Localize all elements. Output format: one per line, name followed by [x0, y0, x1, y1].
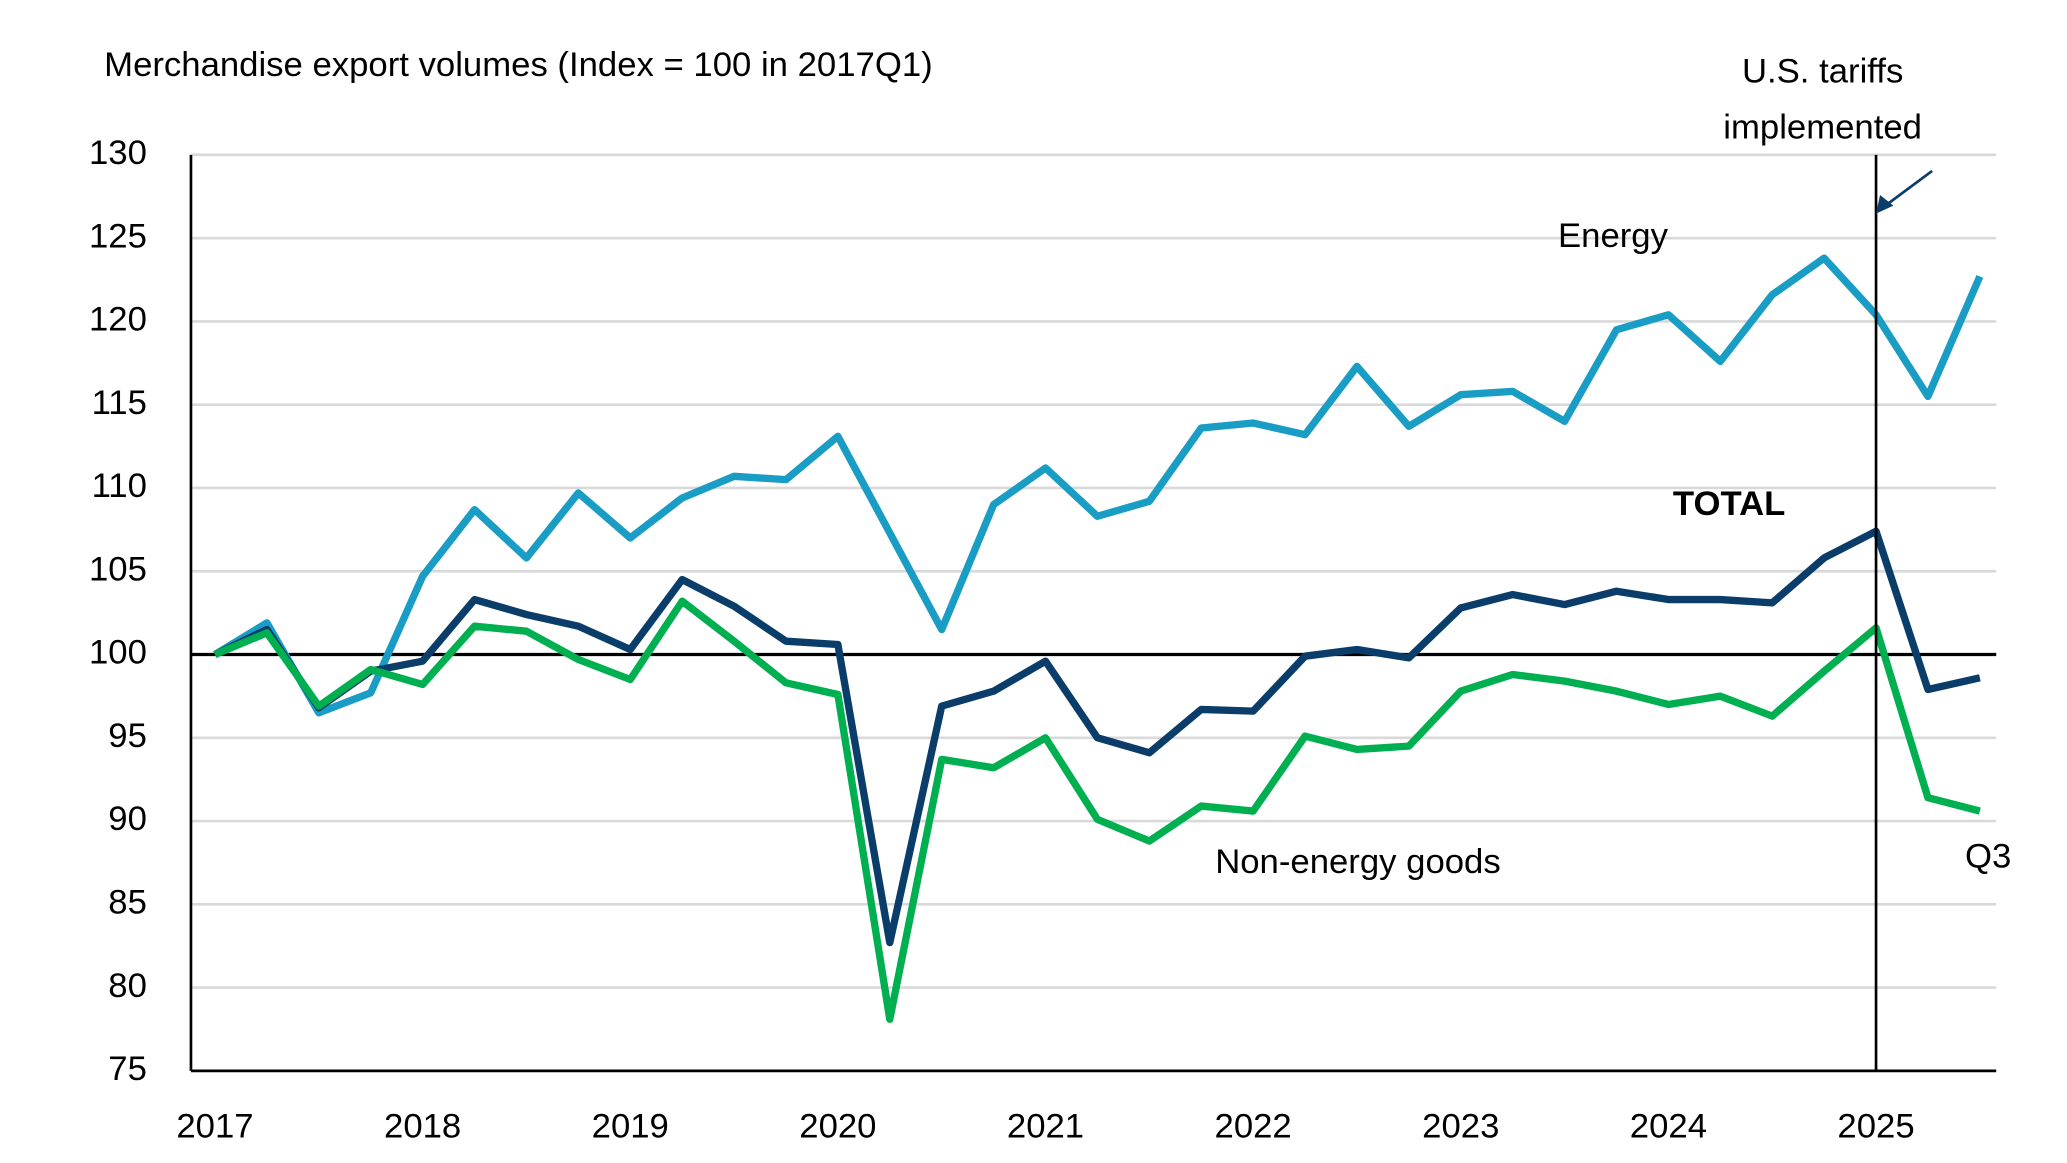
x-tick-label: 2025 — [1837, 1107, 1914, 1145]
y-tick-label: 80 — [108, 967, 147, 1005]
annotation: Q3 — [1965, 838, 2011, 876]
y-tick-label: 100 — [89, 634, 147, 672]
y-tick-label: 130 — [89, 134, 147, 172]
y-tick-label: 110 — [92, 467, 147, 505]
series-label: Non-energy goods — [1215, 843, 1501, 881]
series-label: Energy — [1558, 217, 1669, 255]
series-line — [213, 254, 1984, 717]
x-tick-label: 2024 — [1630, 1107, 1707, 1145]
series-line — [213, 527, 1981, 947]
y-tick-label: 105 — [89, 550, 147, 588]
x-tick-label: 2023 — [1422, 1107, 1499, 1145]
x-tick-label: 2022 — [1215, 1107, 1292, 1145]
x-tick-label: 2017 — [176, 1107, 253, 1145]
annotation: U.S. tariffs — [1742, 53, 1903, 91]
y-tick-label: 90 — [108, 800, 147, 838]
series-line — [213, 597, 1981, 1023]
series-label: TOTAL — [1673, 485, 1785, 523]
y-tick-label: 85 — [108, 883, 147, 921]
arrow-head — [1876, 194, 1894, 214]
annotation-arrow — [1884, 169, 1933, 207]
annotation: implemented — [1723, 109, 1922, 147]
y-axis-title: Merchandise export volumes (Index = 100 … — [104, 46, 933, 84]
x-tick-label: 2021 — [1007, 1107, 1084, 1145]
x-tick-label: 2018 — [384, 1107, 461, 1145]
x-tick-label: 2019 — [592, 1107, 669, 1145]
x-tick-label: 2020 — [799, 1107, 876, 1145]
y-tick-label: 125 — [89, 217, 147, 255]
y-tick-label: 120 — [89, 301, 147, 339]
y-tick-label: 75 — [108, 1050, 147, 1088]
y-tick-label: 95 — [108, 717, 147, 755]
y-tick-label: 115 — [92, 384, 147, 422]
